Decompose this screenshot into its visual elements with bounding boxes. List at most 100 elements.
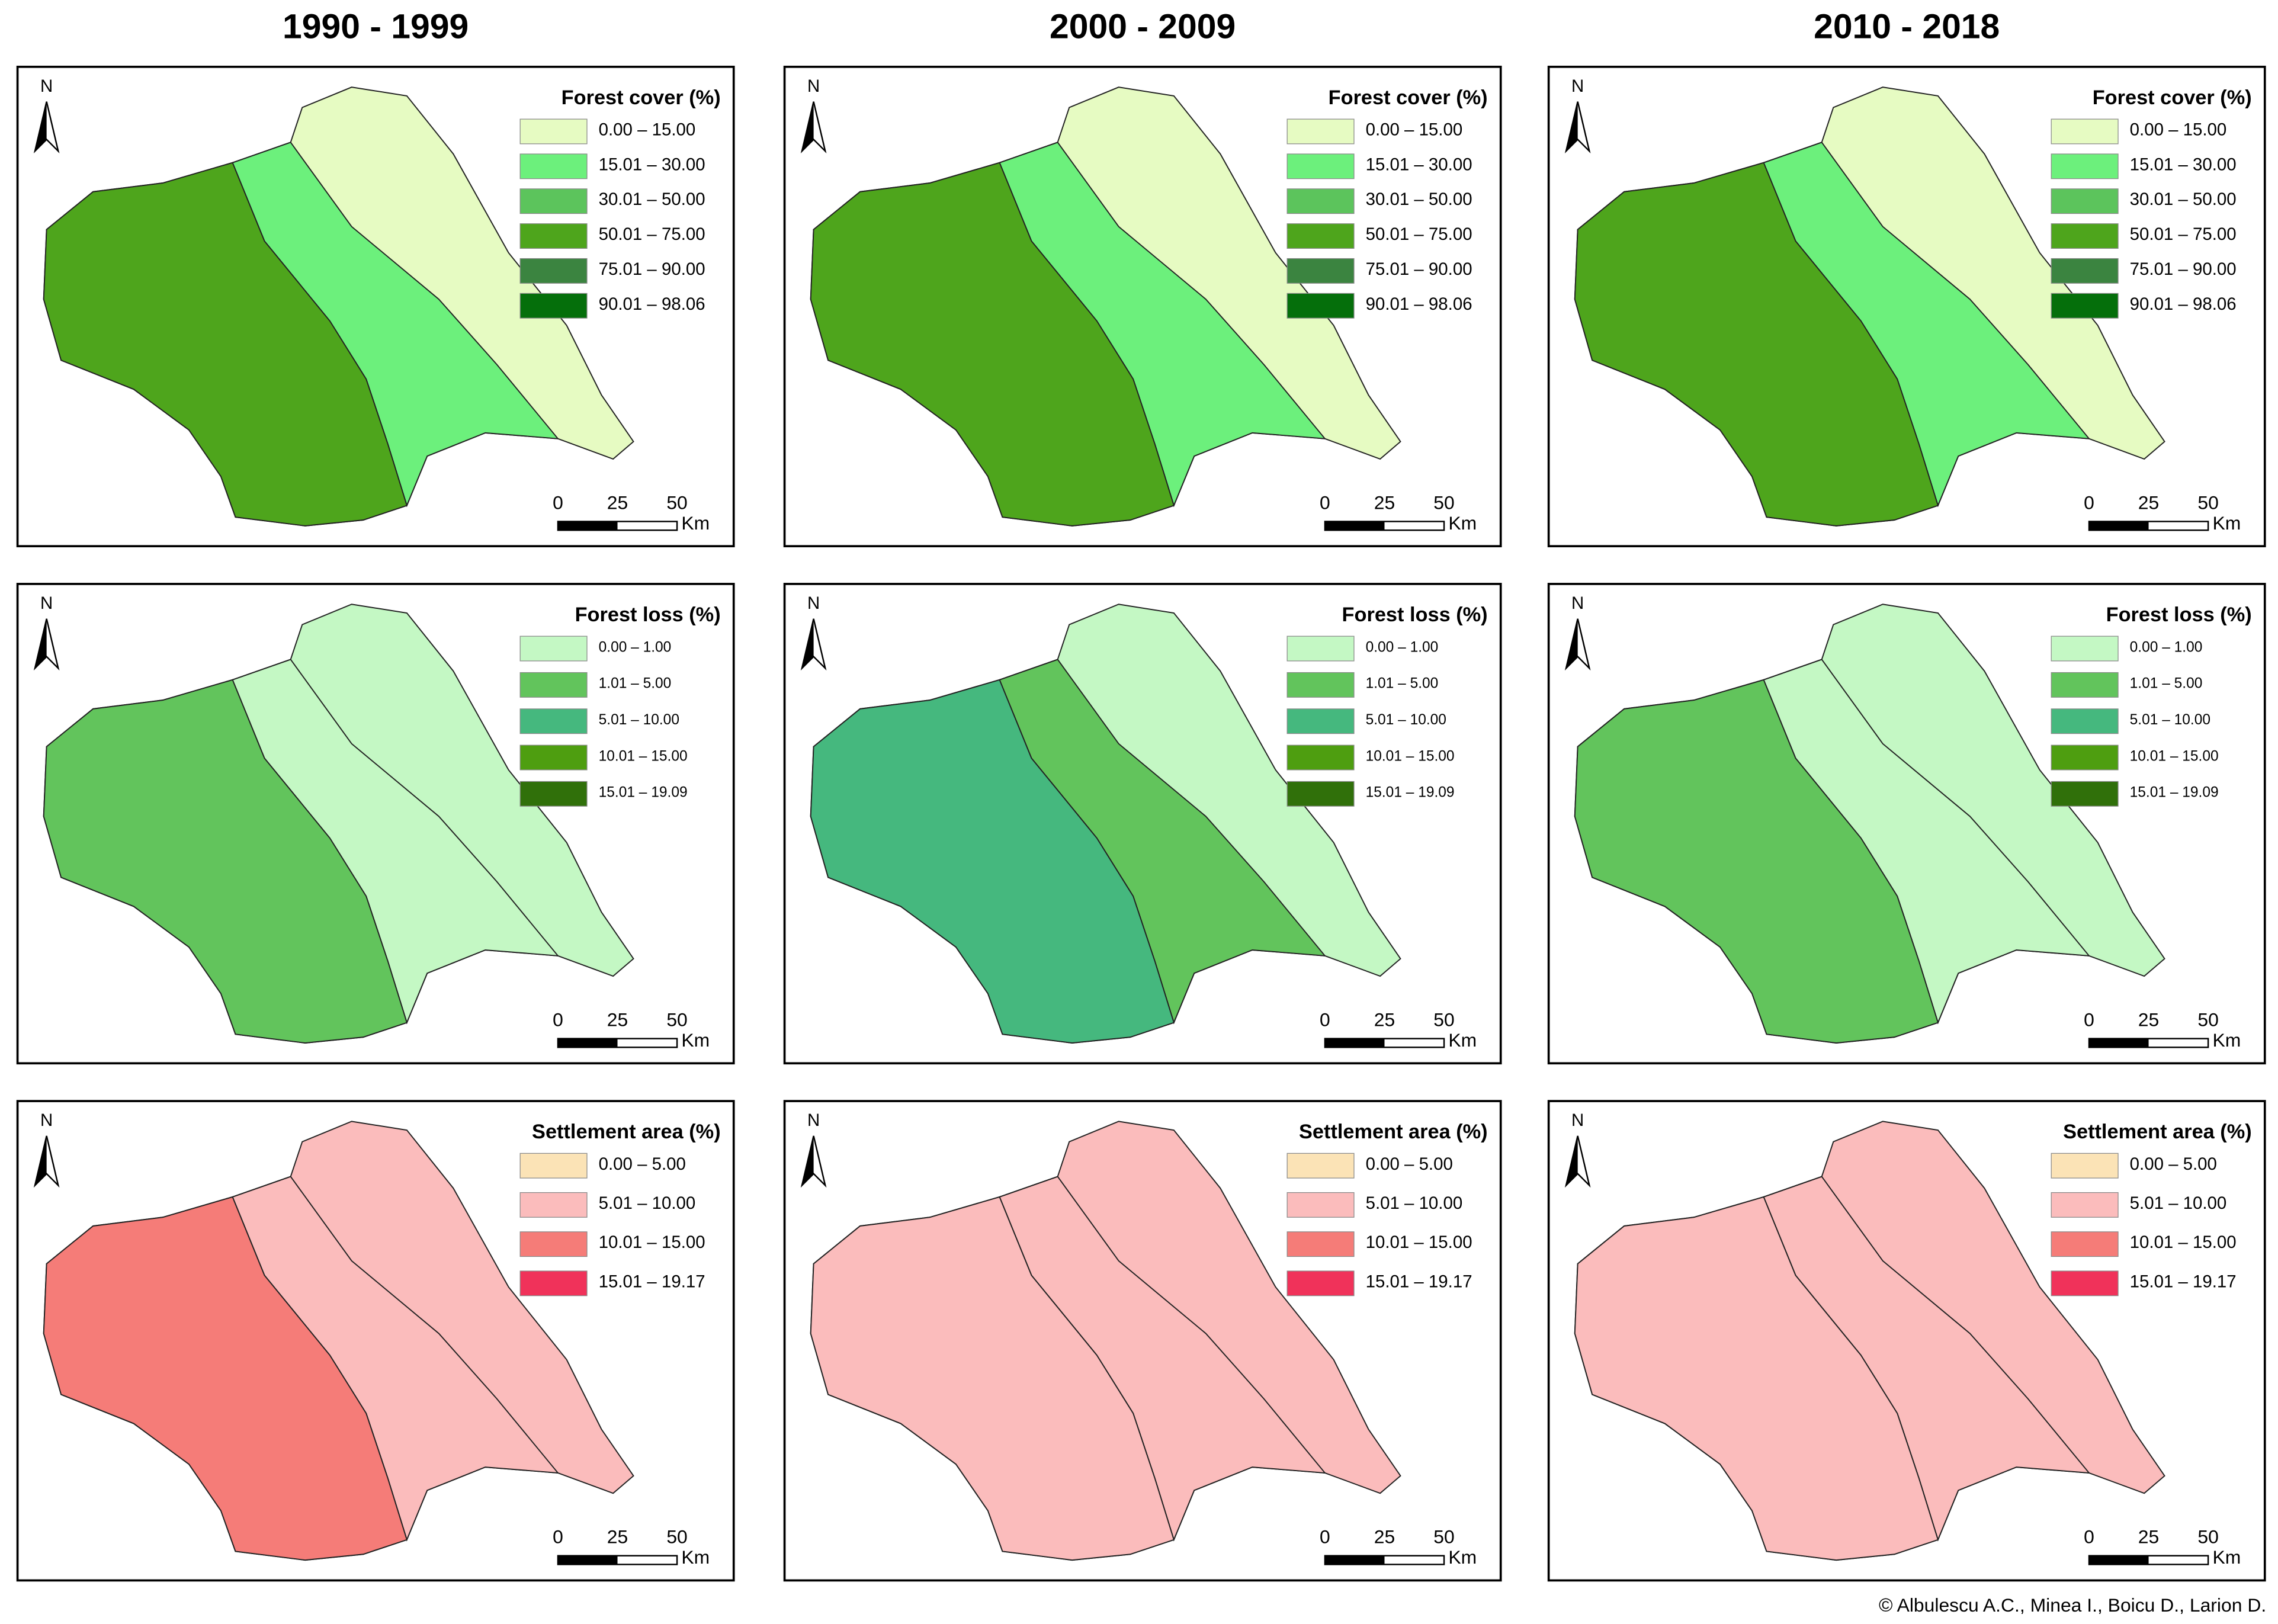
legend-swatch: [519, 188, 588, 214]
legend-label: 10.01 – 15.00: [599, 1233, 705, 1252]
legend-label: 15.01 – 19.09: [1366, 785, 1455, 801]
map-region: [810, 1196, 1175, 1561]
scale-unit: Km: [2212, 512, 2241, 534]
north-label: N: [1571, 76, 1584, 96]
map-region: [1574, 1196, 1939, 1561]
legend-label: 15.01 – 19.17: [1366, 1272, 1472, 1291]
credit: © Albulescu A.C., Minea I., Boicu D., La…: [1879, 1594, 2266, 1616]
legend-label: 0.00 – 5.00: [2130, 1154, 2217, 1174]
legend-label: 50.01 – 75.00: [2130, 224, 2237, 244]
scale-tick-label: 0: [553, 492, 563, 513]
north-arrow-half: [35, 101, 47, 152]
map-panel: N Forest loss (%) 0.00 – 1.00 1.01 – 5.00 5.…: [783, 583, 1502, 1065]
legend-label: 0.00 – 1.00: [1366, 639, 1439, 655]
map-region: [810, 162, 1175, 527]
scale-tick-label: 25: [1374, 492, 1395, 513]
scale-bar-fill: [1324, 521, 1385, 531]
legend-label: 90.01 – 98.06: [2130, 294, 2237, 314]
legend-swatch: [2051, 118, 2119, 145]
legend-title: Settlement area (%): [1299, 1121, 1488, 1143]
legend-label: 0.00 – 5.00: [599, 1154, 686, 1174]
legend-label: 0.00 – 1.00: [599, 639, 672, 655]
map-panel: N Forest loss (%) 0.00 – 1.00 1.01 – 5.00 5.…: [1547, 583, 2266, 1065]
legend-label: 75.01 – 90.00: [599, 259, 705, 279]
legend-swatch: [519, 1153, 588, 1179]
scale-bar-fill: [1324, 1555, 1385, 1565]
legend-label: 1.01 – 5.00: [2130, 676, 2203, 692]
legend-swatch: [1286, 118, 1355, 145]
legend-label: 15.01 – 30.00: [599, 155, 705, 174]
legend-swatch: [519, 293, 588, 319]
north-label: N: [40, 1111, 53, 1130]
legend-swatch: [519, 672, 588, 698]
legend-swatch: [519, 258, 588, 284]
scale-bar-fill: [2088, 1038, 2149, 1048]
legend-swatch: [519, 153, 588, 179]
legend-label: 90.01 – 98.06: [1366, 294, 1472, 314]
legend-label: 0.00 – 15.00: [2130, 120, 2227, 140]
legend-label: 75.01 – 90.00: [2130, 259, 2237, 279]
scale-tick-label: 50: [1433, 1009, 1454, 1031]
scale-tick-label: 50: [2197, 492, 2218, 513]
column-title: 2000 - 2009: [1050, 8, 1236, 46]
scale-tick-label: 50: [2197, 1526, 2218, 1548]
map-region: [43, 162, 408, 527]
map-panel: N Settlement area (%) 0.00 – 5.00 5.01 – 10…: [783, 1100, 1502, 1582]
legend-label: 1.01 – 5.00: [599, 676, 672, 692]
scale-unit: Km: [2212, 1546, 2241, 1568]
legend-title: Forest loss (%): [575, 604, 721, 626]
scale-tick-label: 50: [666, 1526, 687, 1548]
scale-unit: Km: [1448, 1546, 1477, 1568]
map-region: [1574, 679, 1939, 1044]
scale-tick-label: 25: [1374, 1526, 1395, 1548]
legend-swatch: [2051, 1231, 2119, 1257]
map-panel: N Forest loss (%) 0.00 – 1.00 1.01 – 5.00 5.…: [16, 583, 735, 1065]
legend-title: Forest cover (%): [1329, 86, 1488, 109]
legend-swatch: [1286, 1231, 1355, 1257]
scale-bar-fill: [1324, 1038, 1385, 1048]
legend-swatch: [2051, 1192, 2119, 1218]
scale-tick-label: 25: [607, 1009, 628, 1031]
map-panel: N Forest cover (%) 0.00 – 15.00 15.01 – 30.…: [16, 65, 735, 548]
scale-tick-label: 25: [2138, 492, 2159, 513]
legend-swatch: [1286, 744, 1355, 771]
scale-tick-label: 50: [666, 1009, 687, 1031]
legend-swatch: [2051, 1270, 2119, 1296]
legend-swatch: [1286, 1192, 1355, 1218]
map-panel: N Forest cover (%) 0.00 – 15.00 15.01 – 30.…: [783, 65, 1502, 548]
north-arrow-half: [1566, 1135, 1578, 1186]
legend-swatch: [519, 118, 588, 145]
legend-label: 50.01 – 75.00: [1366, 224, 1472, 244]
legend-label: 10.01 – 15.00: [1366, 748, 1455, 764]
scale-tick-label: 25: [2138, 1009, 2159, 1031]
legend-label: 5.01 – 10.00: [2130, 1193, 2227, 1213]
map-panel: N Forest cover (%) 0.00 – 15.00 15.01 – 30.…: [1547, 65, 2266, 548]
legend-swatch: [1286, 293, 1355, 319]
map-region: [43, 1196, 408, 1561]
scale-tick-label: 0: [1320, 1009, 1330, 1031]
legend-title: Forest loss (%): [2106, 604, 2252, 626]
north-arrow-half: [35, 1135, 47, 1186]
legend-swatch: [2051, 153, 2119, 179]
legend-swatch: [2051, 781, 2119, 807]
legend-swatch: [519, 1270, 588, 1296]
legend-swatch: [519, 1231, 588, 1257]
legend-swatch: [1286, 708, 1355, 734]
scale-tick-label: 25: [2138, 1526, 2159, 1548]
north-label: N: [40, 593, 53, 613]
legend-title: Settlement area (%): [2063, 1121, 2252, 1143]
legend-label: 10.01 – 15.00: [599, 748, 688, 764]
legend-swatch: [519, 708, 588, 734]
legend-label: 15.01 – 30.00: [2130, 155, 2237, 174]
scale-unit: Km: [1448, 1029, 1477, 1051]
scale-tick-label: 50: [1433, 1526, 1454, 1548]
north-arrow-half: [801, 1135, 814, 1186]
legend-label: 5.01 – 10.00: [1366, 1193, 1463, 1213]
legend-label: 0.00 – 15.00: [599, 120, 696, 140]
legend-label: 75.01 – 90.00: [1366, 259, 1472, 279]
north-arrow-half: [801, 101, 814, 152]
scale-tick-label: 25: [607, 1526, 628, 1548]
north-arrow-half: [1566, 618, 1578, 669]
scale-tick-label: 0: [553, 1526, 563, 1548]
